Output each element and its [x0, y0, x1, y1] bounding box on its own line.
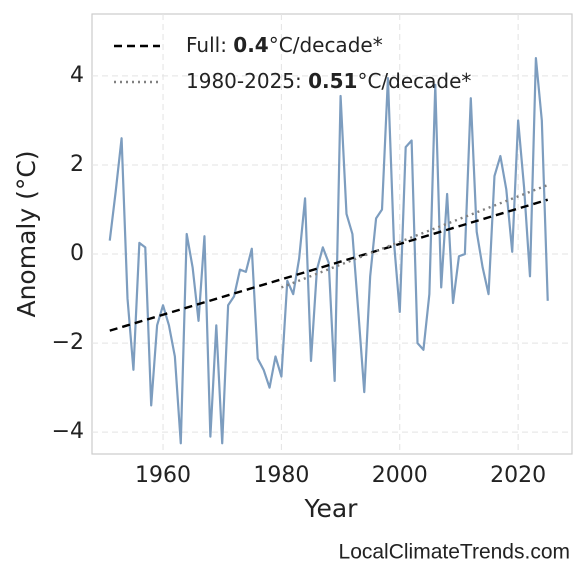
legend-label: 1980-2025: 0.51°C/decade*	[186, 69, 471, 93]
legend-label-part: 0.51	[308, 69, 357, 93]
y-tick-label: 2	[70, 152, 84, 177]
y-axis-label: Anomaly (°C)	[12, 150, 41, 317]
y-tick-label: 4	[70, 63, 84, 88]
series-line	[108, 56, 549, 445]
y-tick-label: −2	[52, 330, 84, 355]
y-tick-label: −4	[52, 419, 84, 444]
legend-label: Full: 0.4°C/decade*	[186, 33, 383, 57]
y-tick-label: 0	[70, 241, 84, 266]
legend-label-part: Full:	[186, 33, 233, 57]
series-line	[109, 198, 549, 332]
plot-frame	[91, 13, 573, 455]
x-tick-label: 2000	[372, 463, 428, 488]
x-tick-label: 1960	[135, 463, 191, 488]
source: LocalClimateTrends.com	[339, 541, 570, 564]
x-tick-label: 2020	[490, 463, 546, 488]
legend-label-part: °C/decade*	[357, 69, 471, 93]
x-axis-label: Year	[304, 494, 359, 523]
legend-label-part: 0.4	[233, 33, 268, 57]
legend-label-part: °C/decade*	[269, 33, 383, 57]
legend-label-part: 1980-2025:	[186, 69, 308, 93]
x-tick-label: 1980	[253, 463, 309, 488]
